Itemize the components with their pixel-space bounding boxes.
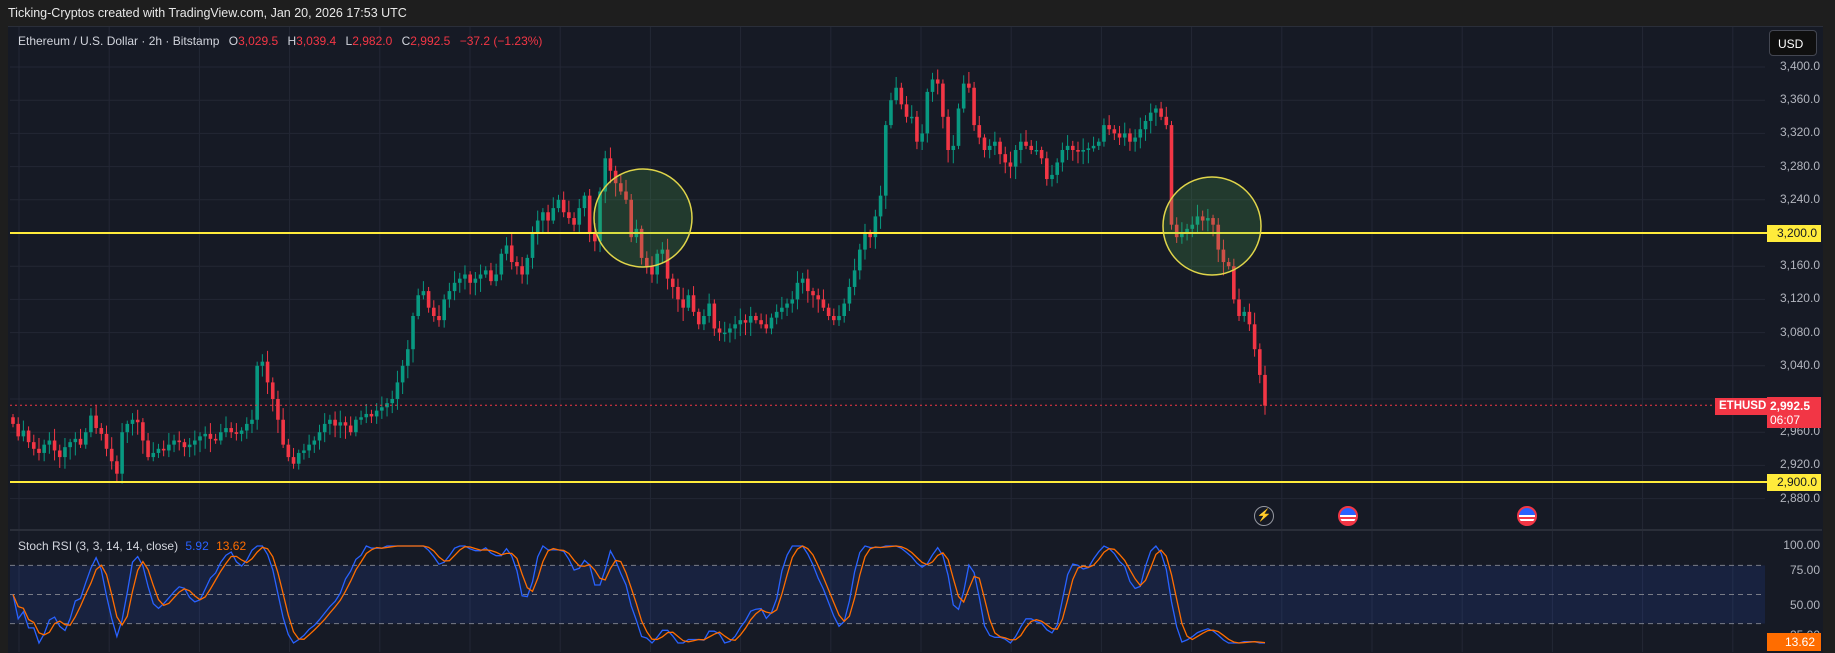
symbol-price-tag: ETHUSD xyxy=(1715,398,1771,415)
close-value: 2,992.5 xyxy=(410,34,451,48)
highlight-circle[interactable] xyxy=(1162,176,1262,276)
price-tick: 3,040.0 xyxy=(1779,357,1820,372)
last-price-label: 2,992.5 06:07 xyxy=(1767,397,1821,428)
symbol-legend: Ethereum / U.S. Dollar · 2h · Bitstamp O… xyxy=(18,34,542,48)
highlight-circle[interactable] xyxy=(593,168,693,268)
price-tick: 2,920.0 xyxy=(1779,457,1820,472)
candles xyxy=(11,69,1267,484)
stoch-d-line xyxy=(12,545,1266,644)
low-value: 2,982.0 xyxy=(352,34,393,48)
price-tick: 3,280.0 xyxy=(1779,158,1820,173)
price-tick: 3,160.0 xyxy=(1779,258,1820,273)
currency-button[interactable]: USD xyxy=(1769,30,1817,56)
lightning-icon[interactable]: ⚡ xyxy=(1254,506,1274,526)
rsi-tick-100: 100.00 xyxy=(1783,538,1820,552)
titlebar: Ticking-Cryptos created with TradingView… xyxy=(0,0,1835,26)
price-tick: 3,120.0 xyxy=(1779,291,1820,306)
close-label: C xyxy=(401,34,411,48)
price-tick: 2,880.0 xyxy=(1779,490,1820,505)
price-tick: 3,320.0 xyxy=(1779,125,1820,140)
stoch-rsi-title[interactable]: Stoch RSI (3, 3, 14, 14, close) xyxy=(18,539,179,553)
level-label-3200: 3,200.0 xyxy=(1767,225,1821,242)
open-value: 3,029.5 xyxy=(238,34,279,48)
symbol-title[interactable]: Ethereum / U.S. Dollar · 2h · Bitstamp xyxy=(18,34,220,48)
high-value: 3,039.4 xyxy=(296,34,337,48)
low-label: L xyxy=(345,34,353,48)
bar-countdown: 06:07 xyxy=(1770,413,1801,427)
price-tick: 3,240.0 xyxy=(1779,191,1820,206)
open-label: O xyxy=(228,34,239,48)
stoch-d-value: 13.62 xyxy=(216,539,247,553)
rsi-current-label: 13.62 xyxy=(1767,633,1821,651)
level-label-2900: 2,900.0 xyxy=(1767,474,1821,491)
stoch-k-line xyxy=(12,545,1265,645)
stoch-rsi-legend: Stoch RSI (3, 3, 14, 14, close) 5.92 13.… xyxy=(18,539,246,553)
price-tick: 3,080.0 xyxy=(1779,324,1820,339)
us-flag-icon[interactable] xyxy=(1338,506,1358,526)
price-tick: 3,360.0 xyxy=(1779,92,1820,107)
price-tick: 3,400.0 xyxy=(1779,59,1820,73)
high-label: H xyxy=(287,34,297,48)
right-strip xyxy=(1823,26,1835,652)
rsi-tick-50: 50.00 xyxy=(1789,598,1820,612)
change-value: −37.2 (−1.23%) xyxy=(459,34,543,48)
last-price: 2,992.5 xyxy=(1770,399,1811,413)
rsi-tick-75: 75.00 xyxy=(1789,563,1820,577)
stoch-k-value: 5.92 xyxy=(185,539,209,553)
us-flag-icon[interactable] xyxy=(1517,506,1537,526)
